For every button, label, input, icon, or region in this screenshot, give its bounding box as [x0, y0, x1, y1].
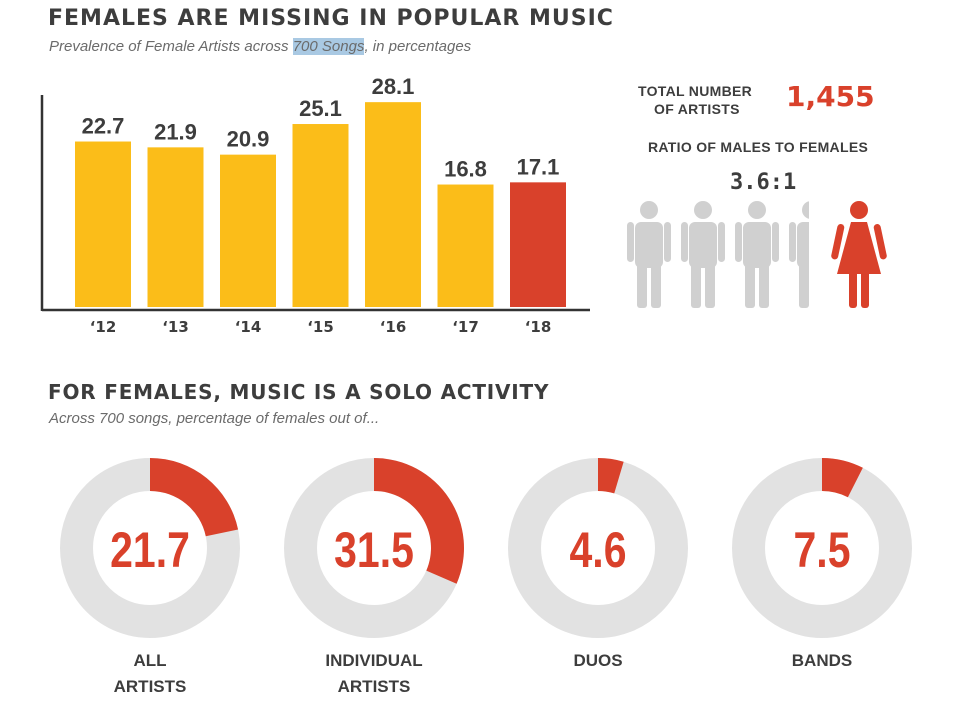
donut-slice-3	[822, 458, 863, 498]
bar-value-label-0: 22.7	[82, 114, 125, 139]
donut-0: 21.7	[60, 458, 240, 638]
bar-3	[292, 124, 349, 308]
donut-label-0: ALL ARTISTS	[60, 648, 240, 700]
x-tick-label-6: ‘18	[525, 318, 552, 336]
section2-title: FOR FEMALES, MUSIC IS A SOLO ACTIVITY	[48, 380, 550, 404]
bar-value-label-3: 25.1	[299, 96, 342, 121]
donut-label-line1-1: INDIVIDUAL	[325, 651, 423, 670]
donut-label-2: DUOS	[508, 648, 688, 674]
male-icon-partial	[789, 201, 809, 308]
x-tick-label-5: ‘17	[452, 318, 479, 336]
male-icon-2	[681, 201, 725, 308]
people-pictogram	[627, 201, 887, 308]
donut-value-3: 7.5	[794, 522, 851, 578]
chart-subtitle: Prevalence of Female Artists across 700 …	[49, 38, 471, 55]
x-tick-label-3: ‘15	[307, 318, 334, 336]
bar-1	[147, 147, 204, 307]
donut-label-line2-0: ARTISTS	[113, 677, 187, 696]
subtitle-highlight: 700 Songs	[292, 38, 365, 55]
x-tick-label-1: ‘13	[162, 318, 189, 336]
male-icon-1	[627, 201, 671, 308]
total-artists-value: 1,455	[786, 80, 875, 113]
bar-value-label-5: 16.8	[444, 157, 487, 182]
donut-value-0: 21.7	[110, 522, 190, 578]
bar-6	[510, 182, 566, 307]
donut-value-1: 31.5	[334, 522, 414, 578]
bar-5	[437, 184, 494, 307]
bar-value-label-2: 20.9	[227, 127, 270, 152]
donut-label-line1-0: ALL	[133, 651, 167, 670]
bar-chart: 22.7 ‘12 21.9 ‘13 20.9 ‘14 25.1 ‘15 28.1 ‘16 16.8 ‘…	[40, 74, 590, 336]
chart-title: FEMALES ARE MISSING IN POPULAR MUSIC	[48, 6, 614, 31]
section2-subtitle: Across 700 songs, percentage of females …	[49, 410, 380, 427]
male-icon-3	[735, 201, 779, 308]
bar-value-label-4: 28.1	[372, 74, 415, 99]
donut-slice-0	[150, 458, 239, 537]
donut-label-line1-3: BANDS	[791, 651, 853, 670]
bar-4	[365, 102, 421, 307]
x-tick-label-2: ‘14	[235, 318, 262, 336]
donut-value-2: 4.6	[570, 522, 627, 578]
bar-2	[220, 154, 276, 307]
bar-0	[75, 141, 131, 307]
donut-label-line1-2: DUOS	[573, 651, 623, 670]
total-artists-label-1: TOTAL NUMBER	[638, 83, 753, 99]
donut-charts: 21.7 31.5 4.6 7.5	[60, 458, 912, 638]
donut-3: 7.5	[732, 458, 912, 638]
donut-slice-2	[598, 458, 624, 494]
donut-label-line2-1: ARTISTS	[337, 677, 411, 696]
ratio-label: RATIO OF MALES TO FEMALES	[648, 139, 869, 155]
donut-1: 31.5	[284, 458, 464, 638]
subtitle-pre: Prevalence of Female Artists across	[49, 38, 293, 55]
donut-label-3: BANDS	[732, 648, 912, 674]
donut-slice-1	[374, 458, 464, 584]
subtitle-post: , in percentages	[364, 38, 472, 55]
female-icon	[831, 201, 887, 308]
total-artists-label-2: OF ARTISTS	[654, 101, 740, 117]
x-tick-label-0: ‘12	[90, 318, 117, 336]
x-tick-label-4: ‘16	[380, 318, 407, 336]
ratio-value: 3.6:1	[730, 170, 797, 195]
bar-value-label-6: 17.1	[517, 154, 560, 179]
bar-value-label-1: 21.9	[154, 119, 197, 144]
donut-2: 4.6	[508, 458, 688, 638]
donut-label-1: INDIVIDUAL ARTISTS	[284, 648, 464, 700]
